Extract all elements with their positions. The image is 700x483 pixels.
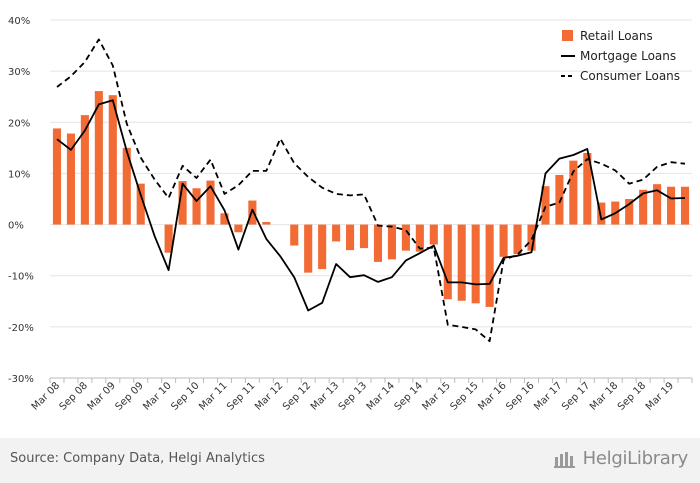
retail-loans-bar [122,147,131,225]
x-tick-label: Sep 16 [504,380,536,412]
x-tick-label: Mar 18 [588,380,620,412]
y-tick-label: 30% [8,67,30,78]
retail-loans-bar [667,186,676,225]
x-tick-label: Mar 14 [365,380,397,412]
retail-loans-bar [387,224,396,260]
x-tick-label: Sep 08 [58,380,90,412]
retail-loans-bar [108,95,117,225]
retail-loans-bar [415,224,424,252]
retail-loans-bar [680,186,690,225]
x-tick-label: Mar 09 [86,380,118,412]
retail-loans-bar [164,224,173,253]
retail-loans-bar [457,224,466,301]
retail-loans-bar [178,181,187,225]
y-tick-label: 10% [8,169,30,180]
x-tick-label: Sep 10 [169,380,201,412]
legend-label: Mortgage Loans [580,49,676,63]
retail-loans-bar [206,180,215,225]
retail-loans-bar [332,224,341,242]
retail-loans-bar [597,202,606,225]
brand-name: HelgiLibrary [582,448,689,469]
retail-loans-bar [583,152,592,225]
legend-label: Consumer Loans [580,69,680,83]
retail-loans-bar [136,183,145,225]
retail-loans-bar [359,224,369,249]
y-tick-label: 0% [8,221,24,232]
library-logo-icon [554,452,575,468]
retail-loans-bars [52,91,690,307]
retail-loans-bar [653,184,662,225]
legend: Retail Loans Mortgage Loans Consumer Loans [561,29,680,83]
footer: Source: Company Data, Helgi Analytics He… [0,438,700,483]
x-tick-label: Mar 19 [644,380,676,412]
x-tick-label: Mar 12 [253,380,285,412]
retail-loans-bar [513,224,522,255]
x-tick-label: Sep 11 [225,380,257,412]
retail-loans-bar [220,213,229,225]
retail-loans-bar [625,199,634,225]
consumer-loans-line [56,38,686,343]
retail-loans-bar [499,224,508,257]
retail-loans-bar [192,188,201,225]
series-lines [56,38,686,343]
retail-loans-bar [401,224,410,251]
x-tick-label: Mar 10 [141,380,173,412]
retail-loans-bar [555,174,564,225]
y-tick-label: 40% [8,16,30,27]
retail-loans-bar [318,224,327,270]
x-tick-label: Mar 08 [30,380,62,412]
retail-loans-bar [471,224,480,304]
y-tick-label: -10% [8,272,34,283]
retail-loans-bar [485,224,494,307]
x-tick-label: Sep 09 [113,380,145,412]
x-tick-label: Sep 14 [393,380,425,412]
retail-loans-bar [569,160,578,225]
x-tick-label: Mar 13 [309,380,341,412]
retail-loans-bar [304,224,313,273]
retail-loans-bar [541,186,550,225]
retail-loans-bar [80,115,89,225]
retail-loans-bar [639,189,648,225]
x-tick-label: Mar 16 [476,380,508,412]
x-tick-label: Sep 17 [560,380,592,412]
retail-loans-bar [346,224,355,251]
x-tick-label: Sep 12 [281,380,313,412]
y-tick-label: -30% [8,374,34,385]
retail-loans-bar [94,91,103,225]
x-tick-label: Sep 15 [448,380,480,412]
y-axis: -30% -20% -10% 0% 10% 20% 30% 40% [8,16,34,385]
retail-loans-bar [262,222,271,225]
retail-loans-bar [234,224,243,233]
retail-loans-bar [429,224,438,245]
legend-swatch-retail-loans [562,30,573,41]
source-note: Source: Company Data, Helgi Analytics [10,451,265,466]
x-tick-label: Mar 17 [532,380,564,412]
legend-label: Retail Loans [580,29,653,43]
x-tick-label: Sep 13 [337,380,369,412]
x-tick-label: Sep 18 [616,380,648,412]
x-tick-label: Mar 11 [197,380,229,412]
y-tick-label: 20% [8,118,30,129]
retail-loans-bar [248,200,257,225]
retail-loans-bar [52,128,62,225]
y-tick-label: -20% [8,323,34,334]
retail-loans-bar [373,224,383,262]
retail-loans-bar [443,224,452,300]
retail-loans-bar [66,133,75,225]
retail-loans-bar [290,224,299,246]
x-tick-label: Mar 15 [421,380,453,412]
mortgage-loans-line [56,99,686,312]
